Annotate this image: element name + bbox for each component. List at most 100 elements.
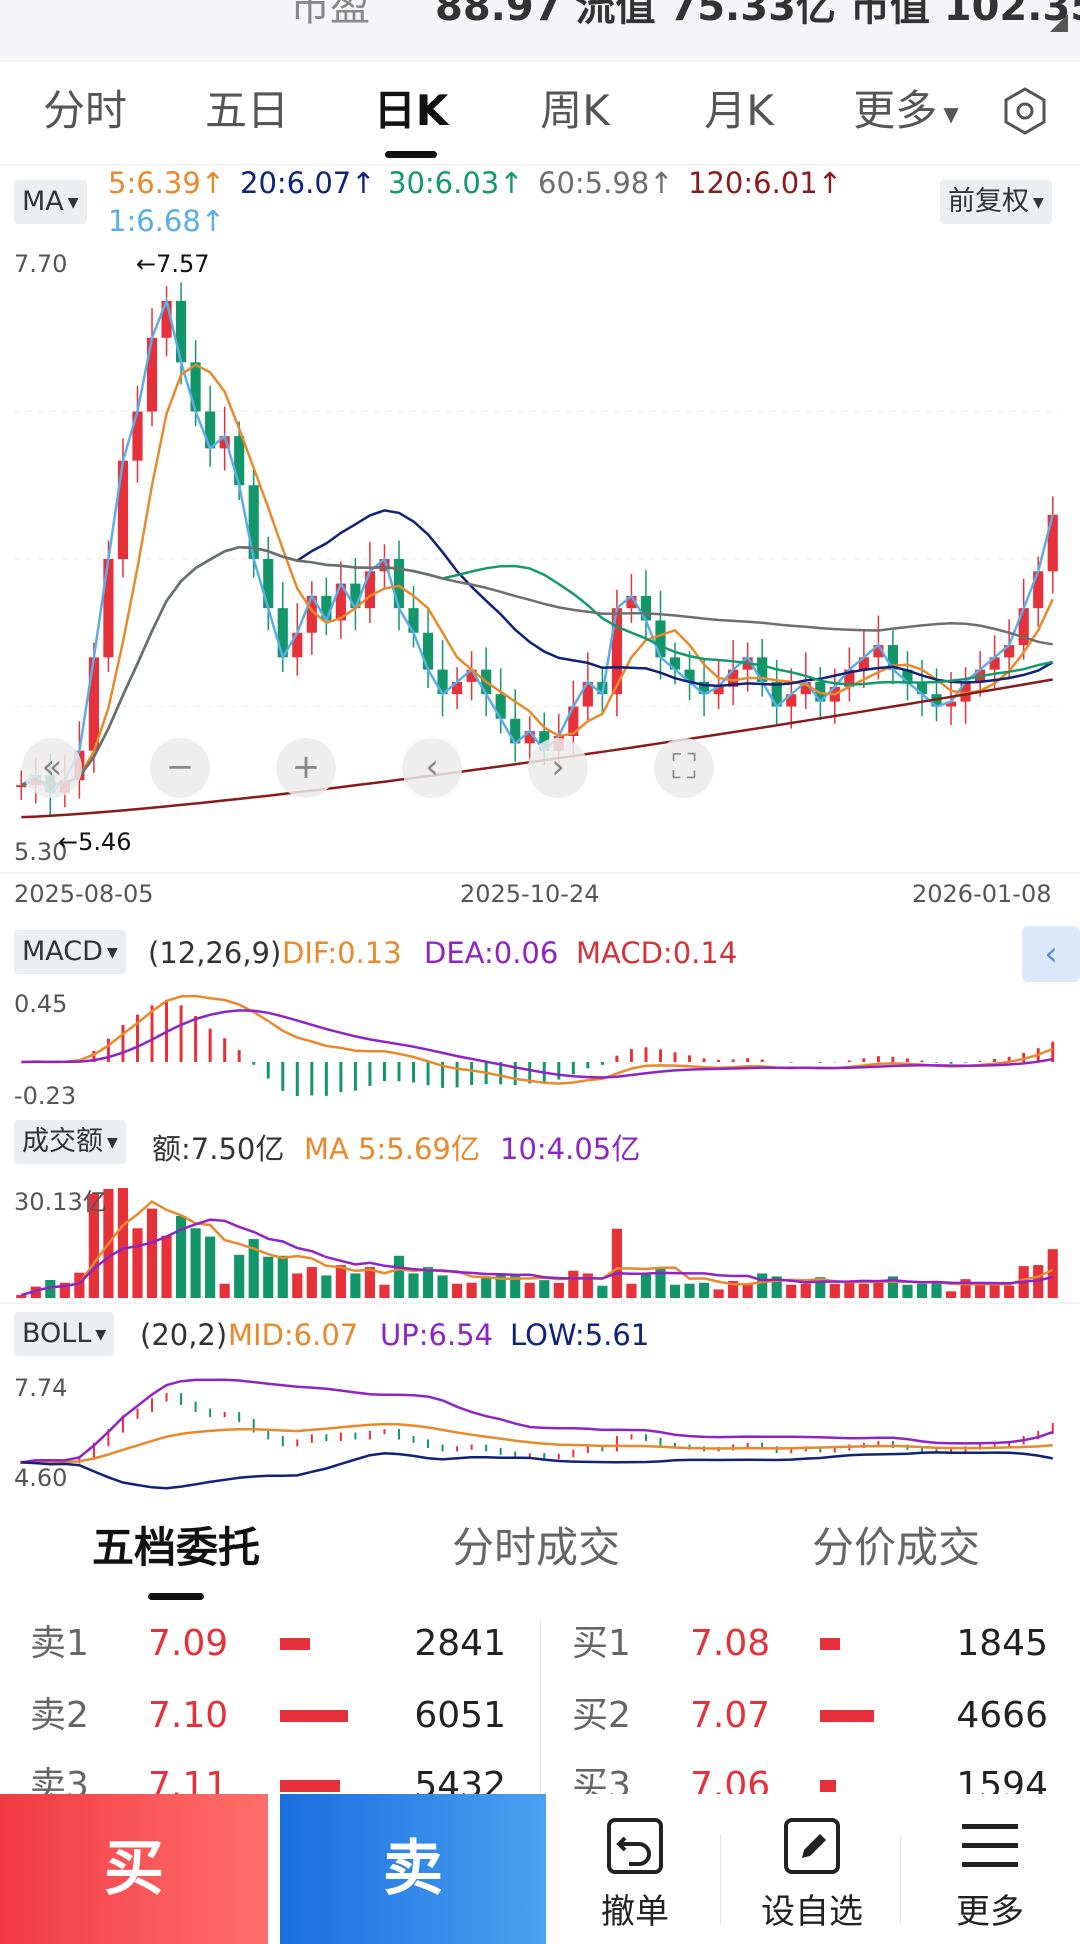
- trade-info-tabs: 五档委托 分时成交 分价成交: [0, 1508, 1080, 1600]
- adjust-select[interactable]: 前复权 ▼: [940, 180, 1052, 224]
- buy-button[interactable]: 买: [0, 1794, 268, 1944]
- high-marker: ←7.57: [136, 250, 210, 278]
- ask-row: 卖1 7.09 2841: [30, 1608, 506, 1680]
- candle-body: [582, 681, 593, 707]
- ask-volume: 2841: [414, 1623, 506, 1664]
- volume-amount: 额:7.50亿: [152, 1132, 285, 1166]
- candle-body: [800, 681, 811, 695]
- macd-indicator-select[interactable]: MACD ▼: [14, 930, 126, 974]
- volume-bar: [945, 1291, 957, 1298]
- candle-body: [873, 645, 884, 658]
- candle-body: [248, 485, 259, 559]
- zoom-out-icon[interactable]: −: [150, 738, 210, 798]
- volume-indicator-select[interactable]: 成交额 ▼: [14, 1120, 126, 1164]
- volume-bar: [219, 1283, 230, 1298]
- add-watchlist-button[interactable]: 设自选: [742, 1814, 882, 1933]
- period-tabs: 分时 五日 日K 周K 月K 更多 ▼: [0, 78, 1080, 165]
- bid-price: 7.08: [690, 1623, 771, 1664]
- candle-body: [698, 681, 710, 695]
- ma60-value: 60:5.98↑: [538, 166, 674, 200]
- volume-bar: [902, 1284, 913, 1298]
- volume-bar: [45, 1280, 56, 1298]
- bid-side: 买3: [572, 1765, 631, 1800]
- volume-bar: [263, 1256, 274, 1298]
- tab-daily-k[interactable]: 日K: [356, 78, 466, 164]
- dif-line: [21, 994, 1054, 1085]
- volume-ma10: 10:4.05亿: [500, 1132, 641, 1166]
- quote-left: 市盈: [290, 0, 370, 30]
- tab-five-day[interactable]: 五日: [204, 86, 289, 135]
- quote-right: 88.97 流值 75.33亿 市值 102.35亿: [435, 0, 1080, 30]
- volume-bar: [364, 1267, 376, 1298]
- candle-body: [960, 681, 971, 702]
- bid-side: 买1: [572, 1623, 631, 1664]
- date-mid: 2025-10-24: [460, 880, 600, 908]
- volume-bar: [234, 1254, 245, 1298]
- volume-bar: [844, 1281, 855, 1298]
- scroll-left-fast-icon[interactable]: «: [22, 738, 82, 798]
- tab-time-trades[interactable]: 分时成交: [452, 1523, 621, 1572]
- fullscreen-icon[interactable]: ⛶: [654, 738, 714, 798]
- scroll-right-icon[interactable]: ›: [528, 738, 588, 798]
- volume-bar: [117, 1188, 129, 1298]
- candle-body: [626, 595, 637, 609]
- volume-bar: [146, 1208, 158, 1298]
- ma-indicator-select[interactable]: MA ▼: [14, 180, 87, 224]
- volume-bar: [277, 1255, 288, 1298]
- candle-body: [161, 300, 172, 338]
- boll-chart: [20, 1378, 1054, 1490]
- ma30-value: 30:6.03↑: [388, 166, 524, 200]
- tab-intraday[interactable]: 分时: [42, 86, 127, 135]
- macd-indicator-label: MACD: [22, 936, 103, 967]
- low-marker: ←5.46: [58, 828, 132, 856]
- ma120-value: 120:6.01↑: [688, 166, 842, 200]
- candle-body: [1033, 571, 1044, 609]
- boll-low: LOW:5.61: [510, 1318, 650, 1352]
- volume-bar: [757, 1273, 768, 1298]
- ask-price: 7.10: [148, 1695, 229, 1736]
- collapse-panel-icon[interactable]: ‹: [1022, 926, 1080, 982]
- candle-body: [887, 645, 899, 670]
- boll-indicator-select[interactable]: BOLL ▼: [14, 1312, 115, 1356]
- caret-down-icon: ▼: [943, 101, 959, 126]
- boll-indicator-label: BOLL: [22, 1318, 92, 1349]
- bar-divider: [720, 1834, 721, 1924]
- tab-weekly-k[interactable]: 周K: [540, 86, 610, 135]
- ask-price: 7.11: [148, 1765, 229, 1800]
- cancel-order-button[interactable]: 撤单: [565, 1814, 705, 1933]
- volume-bar: [16, 1295, 27, 1298]
- tab-monthly-k[interactable]: 月K: [704, 86, 774, 135]
- volume-bar: [829, 1283, 840, 1298]
- caret-down-icon: ▼: [1033, 194, 1044, 211]
- candle-body: [524, 731, 535, 744]
- volume-bar: [800, 1283, 811, 1298]
- ask-side: 卖3: [30, 1765, 89, 1800]
- ask-side: 卖2: [30, 1695, 89, 1736]
- volume-bar: [916, 1283, 928, 1298]
- macd-value: MACD:0.14: [576, 936, 738, 970]
- volume-bar: [771, 1276, 782, 1298]
- candle-body: [713, 686, 724, 695]
- ma-indicator-label: MA: [22, 186, 64, 217]
- main-y-top: 7.70: [14, 250, 68, 278]
- candle-body: [568, 706, 579, 736]
- tab-order-book[interactable]: 五档委托: [92, 1508, 260, 1600]
- sell-button[interactable]: 卖: [280, 1794, 546, 1944]
- order-book-divider: [540, 1620, 541, 1810]
- dea-line: [21, 1009, 1053, 1079]
- tab-more[interactable]: 更多 ▼: [836, 78, 976, 164]
- volume-bar: [742, 1283, 753, 1298]
- candle-body: [669, 657, 681, 670]
- zoom-in-icon[interactable]: +: [276, 738, 336, 798]
- more-button[interactable]: 更多: [920, 1814, 1060, 1933]
- volume-bar: [582, 1273, 593, 1298]
- settings-hexagon-icon[interactable]: [1000, 86, 1050, 136]
- kline-chart[interactable]: [0, 244, 1080, 874]
- boll-up-line: [21, 1378, 1054, 1464]
- ma20-value: 20:6.07↑: [240, 166, 376, 200]
- macd-y-top: 0.45: [14, 990, 68, 1018]
- tab-price-trades[interactable]: 分价成交: [812, 1523, 981, 1572]
- ask-volume: 5432: [414, 1765, 506, 1800]
- caret-down-icon: ▼: [95, 1326, 107, 1343]
- scroll-left-icon[interactable]: ‹: [402, 738, 462, 798]
